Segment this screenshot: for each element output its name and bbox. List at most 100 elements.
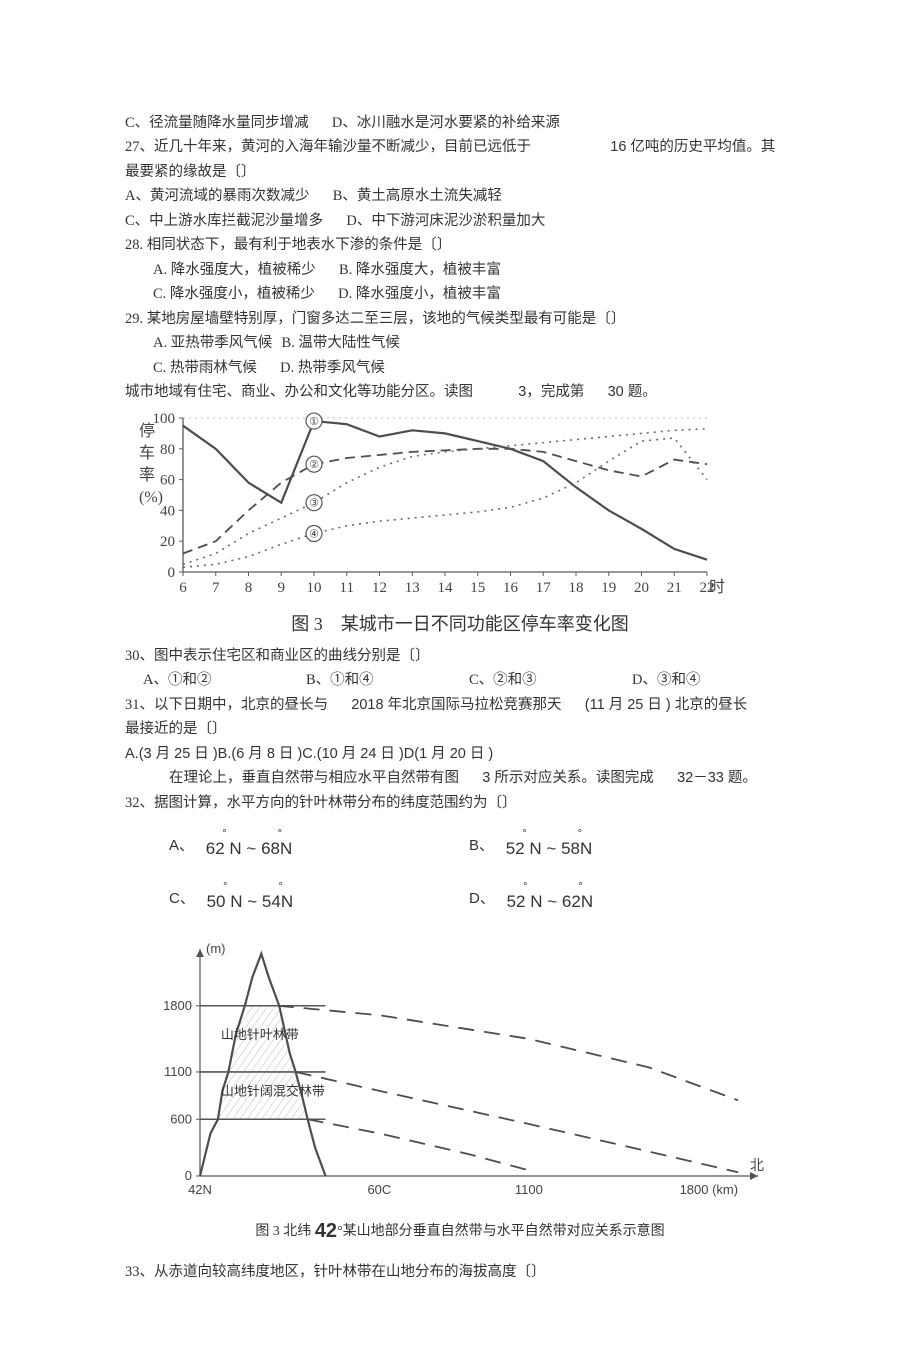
q27-stem-line2: 最要紧的缘故是〔〕: [125, 161, 795, 183]
svg-text:15: 15: [470, 580, 485, 596]
q27-row-cd: C、中上游水库拦截泥沙量增多 D、中下游河床泥沙淤积量加大: [125, 210, 795, 232]
q26-opt-d: D、冰川融水是河水要紧的补给来源: [332, 115, 560, 131]
q33-stem: 33、从赤道向较高纬度地区，针叶林带在山地分布的海拔高度〔〕: [125, 1261, 795, 1283]
q27-stem-line1: 27、近几十年来，黄河的入海年输沙量不断减少，目前已远低于 16 亿吨的历史平均…: [125, 136, 795, 158]
q30-opt-d: D、③和④: [632, 669, 795, 691]
svg-text:停: 停: [139, 422, 155, 440]
svg-text:19: 19: [601, 580, 616, 596]
svg-text:100: 100: [153, 411, 176, 427]
q31-stem-line1: 31、以下日期中，北京的昼长与 2018 年北京国际马拉松竞赛那天 (11 月 …: [125, 694, 795, 716]
svg-text:(%): (%): [139, 489, 163, 506]
q31-b: 2018 年北京国际马拉松竞赛那天: [351, 697, 561, 713]
q28-opt-d: D. 降水强度小，植被丰富: [338, 286, 501, 302]
svg-text:④: ④: [309, 528, 319, 540]
q29-opt-d: D. 热带季风气候: [280, 360, 385, 376]
fig2-cap-post: °某山地部分垂直自然带与水平自然带对应关系示意图: [337, 1224, 665, 1239]
fig2-cap-42: 42: [315, 1220, 337, 1242]
svg-text:①: ①: [309, 416, 319, 428]
q28-opt-a: A. 降水强度大，植被稀少: [153, 262, 316, 278]
q27-stem-a: 27、近几十年来，黄河的入海年输沙量不断减少，目前已远低于: [125, 139, 531, 155]
q28-row-ab: A. 降水强度大，植被稀少 B. 降水强度大，植被丰富: [125, 259, 795, 281]
svg-text:7: 7: [212, 580, 220, 596]
svg-text:6: 6: [179, 580, 187, 596]
svg-text:0: 0: [185, 1168, 192, 1183]
q30-opt-b: B、①和④: [306, 669, 469, 691]
q27-opt-d: D、中下游河床泥沙淤积量加大: [346, 213, 545, 229]
q26-options-line: C、径流量随降水量同步增减 D、冰川融水是河水要紧的补给来源: [125, 112, 795, 134]
q27-stem-b: 16 亿吨的历史平均值。其: [610, 139, 775, 155]
svg-text:17: 17: [536, 580, 552, 596]
parking-rate-chart: 0204060801006789101112131415161718192021…: [125, 410, 725, 600]
svg-text:③: ③: [309, 497, 319, 509]
q27-opt-b: B、黄土高原水土流失减轻: [333, 188, 502, 204]
q30-opt-c: C、②和③: [469, 669, 632, 691]
q30-options: A、①和② B、①和④ C、②和③ D、③和④: [125, 669, 795, 691]
svg-text:20: 20: [160, 534, 175, 550]
svg-text:车: 车: [139, 444, 155, 462]
q29-opt-b: B. 温带大陆性气候: [281, 335, 399, 351]
svg-text:9: 9: [278, 580, 286, 596]
q29-row-ab: A. 亚热带季风气候 B. 温带大陆性气候: [125, 332, 795, 354]
svg-text:60: 60: [160, 472, 175, 488]
svg-text:8: 8: [245, 580, 253, 596]
q27-row-ab: A、黄河流域的暴雨次数减少 B、黄土高原水土流失减轻: [125, 185, 795, 207]
svg-text:16: 16: [503, 580, 519, 596]
q31-a: 31、以下日期中，北京的昼长与: [125, 697, 328, 713]
q29-opt-c: C. 热带雨林气候: [153, 360, 257, 376]
q29-stem: 29. 某地房屋墙壁特别厚，门窗多达二至三层，该地的气候类型最有可能是〔〕: [125, 308, 795, 330]
intro30-c: 30 题。: [608, 384, 657, 400]
svg-text:0: 0: [168, 565, 176, 581]
svg-text:80: 80: [160, 441, 175, 457]
svg-text:14: 14: [438, 580, 454, 596]
intro30-a: 城市地域有住宅、商业、办公和文化等功能分区。读图: [125, 384, 473, 400]
svg-text:1800: 1800: [163, 998, 192, 1013]
q31-stem-line2: 最接近的是〔〕: [125, 718, 795, 740]
svg-text:21: 21: [667, 580, 682, 596]
q32-options: A、 62° N ~ 68°N B、 52° N ~ 58°N C、 50° N…: [125, 824, 795, 929]
svg-text:42N: 42N: [188, 1182, 212, 1197]
svg-text:时间: 时间: [709, 578, 725, 596]
intro32-b: 3 所示对应关系。读图完成: [482, 770, 654, 786]
q30-opt-a: A、①和②: [143, 669, 306, 691]
intro-q32: 在理论上，垂直自然带与相应水平自然带有图 3 所示对应关系。读图完成 32－33…: [125, 767, 795, 789]
svg-text:600: 600: [170, 1111, 192, 1126]
svg-text:1800 (km): 1800 (km): [680, 1182, 739, 1197]
svg-text:北: 北: [750, 1158, 764, 1174]
svg-text:12: 12: [372, 580, 387, 596]
svg-text:20: 20: [634, 580, 649, 596]
q26-opt-c: C、径流量随降水量同步增减: [125, 115, 309, 131]
intro30-b: 3，完成第: [518, 384, 584, 400]
q31-options: A.(3 月 25 日 )B.(6 月 8 日 )C.(10 月 24 日 )D…: [125, 743, 795, 765]
fig2-caption: 图 3 北纬 42°某山地部分垂直自然带与水平自然带对应关系示意图: [125, 1216, 795, 1247]
svg-text:11: 11: [340, 580, 354, 596]
q28-stem: 28. 相同状态下，最有利于地表水下渗的条件是〔〕: [125, 234, 795, 256]
fig2-cap-pre: 图 3 北纬: [255, 1224, 315, 1239]
svg-text:13: 13: [405, 580, 420, 596]
q31-c: (11 月 25 日 ) 北京的昼长: [585, 697, 747, 713]
q32-opt-d: D、 52° N ~ 62°N: [469, 887, 769, 915]
q29-row-cd: C. 热带雨林气候 D. 热带季风气候: [125, 357, 795, 379]
q32-opt-a: A、 62° N ~ 68°N: [169, 834, 469, 862]
svg-text:10: 10: [307, 580, 322, 596]
exam-page: C、径流量随降水量同步增减 D、冰川融水是河水要紧的补给来源 27、近几十年来，…: [0, 0, 920, 1345]
svg-text:率: 率: [139, 466, 155, 484]
q28-opt-b: B. 降水强度大，植被丰富: [339, 262, 501, 278]
svg-text:山地针阔混交林带: 山地针阔混交林带: [221, 1084, 325, 1099]
q32-opt-c: C、 50° N ~ 54°N: [169, 887, 469, 915]
q28-opt-c: C. 降水强度小，植被稀少: [153, 286, 315, 302]
svg-text:②: ②: [309, 459, 319, 471]
svg-text:山地针叶林带: 山地针叶林带: [221, 1027, 299, 1042]
q28-row-cd: C. 降水强度小，植被稀少 D. 降水强度小，植被丰富: [125, 283, 795, 305]
mountain-zone-chart: 0 600 1100 1800 (m) 42N 60C 1100 1800 (km) 北 山地针叶林…: [140, 937, 780, 1202]
q32-stem: 32、据图计算，水平方向的针叶林带分布的纬度范围约为〔〕: [125, 792, 795, 814]
svg-text:1100: 1100: [515, 1182, 543, 1197]
svg-text:1100: 1100: [164, 1064, 192, 1079]
intro-q30: 城市地域有住宅、商业、办公和文化等功能分区。读图 3，完成第 30 题。: [125, 381, 795, 403]
intro32-c: 32－33 题。: [677, 770, 757, 786]
intro32-a: 在理论上，垂直自然带与相应水平自然带有图: [169, 770, 459, 786]
q32-opt-b: B、 52° N ~ 58°N: [469, 834, 769, 862]
svg-text:60C: 60C: [367, 1182, 391, 1197]
q27-opt-c: C、中上游水库拦截泥沙量增多: [125, 213, 323, 229]
svg-text:(m): (m): [206, 941, 226, 956]
svg-text:18: 18: [569, 580, 584, 596]
